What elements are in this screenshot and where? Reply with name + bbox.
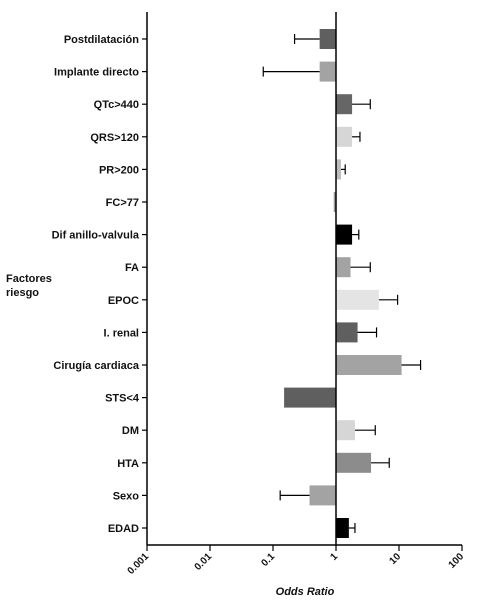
bar-3 [336,126,353,147]
x-tick-label-3: 1 [328,551,340,563]
x-tick-label-4: 10 [387,551,403,567]
x-tick-label-1: 0.01 [193,551,215,573]
bar-10 [336,355,402,375]
category-label-13: HTA [117,458,139,470]
bar-15 [336,518,349,538]
bar-2 [336,94,353,115]
x-tick-label-2: 0.1 [260,551,278,569]
bar-11 [284,387,336,408]
category-label-3: QRS>120 [90,132,139,144]
bar-14 [309,485,336,506]
category-label-11: STS<4 [105,393,140,405]
bar-4 [336,159,341,180]
bar-7 [336,257,351,278]
category-label-7: FA [125,262,139,274]
x-axis-title: Odds Ratio [276,586,335,598]
bar-13 [336,452,372,473]
y-axis-title-line-1: riesgo [6,287,39,299]
y-axis-title-line-0: Factores [6,273,52,285]
category-label-15: EDAD [108,523,139,535]
bars-layer [262,29,422,538]
category-label-0: Postdilatación [64,34,139,46]
bar-9 [336,322,358,343]
category-label-10: Cirugía cardiaca [53,360,139,372]
bar-8 [336,289,379,310]
category-label-9: I. renal [104,327,139,339]
category-label-8: EPOC [108,295,139,307]
category-label-4: PR>200 [99,164,139,176]
x-tick-label-0: 0.001 [126,551,152,577]
labels-layer: Postdilatación Implante directo QTc>440 QRS… [52,34,467,577]
bar-0 [319,29,336,49]
axes-layer [142,12,463,551]
y-axis-title: Factores riesgo [6,273,52,299]
category-label-6: Dif anillo-valvula [52,230,140,242]
category-label-5: FC>77 [106,197,139,209]
category-label-2: QTc>440 [94,99,139,111]
category-label-1: Implante directo [54,67,139,79]
bar-6 [336,224,353,245]
bar-1 [319,61,336,82]
x-tick-label-5: 100 [447,551,467,571]
category-label-14: Sexo [113,490,140,502]
bar-12 [336,420,355,441]
bar-5 [333,192,336,212]
category-label-12: DM [122,425,139,437]
